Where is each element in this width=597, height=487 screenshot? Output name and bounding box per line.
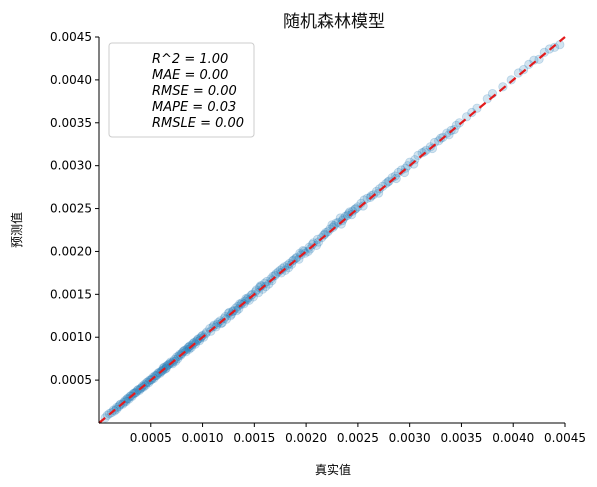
metrics-legend: R^2 = 1.00 MAE = 0.00 RMSE = 0.00 MAPE =… <box>108 42 255 138</box>
data-point <box>260 278 270 288</box>
reference-line <box>98 36 566 424</box>
x-tick-label: 0.0040 <box>492 431 534 445</box>
data-point <box>374 184 385 194</box>
x-tick-label: 0.0015 <box>233 431 275 445</box>
legend-rmsle: RMSLE = 0.00 <box>152 116 244 131</box>
y-tick-label: 0.0020 <box>50 244 92 258</box>
data-point <box>184 342 194 352</box>
data-point <box>383 177 393 187</box>
data-point <box>342 210 353 220</box>
data-point <box>299 246 309 256</box>
data-point <box>165 357 176 367</box>
data-point <box>340 211 351 221</box>
data-point <box>384 176 394 186</box>
y-tick-label: 0.0025 <box>50 202 92 216</box>
y-tick-label: 0.0015 <box>50 287 92 301</box>
data-point <box>425 142 435 152</box>
data-point <box>280 265 290 275</box>
data-point <box>304 242 314 252</box>
data-point <box>185 341 195 351</box>
legend-rmse: RMSE = 0.00 <box>152 84 237 99</box>
data-point <box>323 227 333 237</box>
data-point <box>429 137 440 148</box>
data-point <box>213 317 223 328</box>
y-tick-label: 0.0030 <box>50 159 92 173</box>
data-point <box>454 118 464 128</box>
x-tick-label: 0.0030 <box>389 431 431 445</box>
x-tick-label: 0.0045 <box>544 431 586 445</box>
data-point <box>215 316 225 326</box>
chart-title: 随机森林模型 <box>283 12 385 32</box>
x-axis-label: 真实值 <box>315 462 351 477</box>
data-point <box>183 342 193 353</box>
data-point <box>292 252 302 262</box>
data-point <box>192 335 202 345</box>
x-tick-label: 0.0035 <box>440 431 482 445</box>
data-point <box>171 356 181 366</box>
x-tick-label: 0.0020 <box>285 431 327 445</box>
data-point <box>221 314 231 324</box>
data-point <box>284 258 295 269</box>
y-tick-label: 0.0040 <box>50 73 92 87</box>
data-point <box>243 293 253 303</box>
data-point <box>353 202 363 212</box>
data-point <box>436 133 446 143</box>
y-axis-ticks: 0.0005 0.0010 0.0015 0.0020 0.0025 0.0030 0.00… <box>50 30 99 387</box>
legend-r2: R^2 = 1.00 <box>152 52 228 67</box>
data-point <box>233 301 243 311</box>
x-tick-label: 0.0010 <box>182 431 224 445</box>
data-point <box>282 260 293 270</box>
data-point <box>193 334 203 344</box>
legend-mape: MAPE = 0.03 <box>152 100 236 115</box>
x-tick-label: 0.0005 <box>130 431 172 445</box>
x-axis-ticks: 0.0005 0.0010 0.0015 0.0020 0.0025 0.0030 0.00… <box>130 423 586 445</box>
data-point <box>279 262 289 272</box>
data-point <box>232 305 242 316</box>
data-point <box>209 320 219 330</box>
data-point <box>549 42 560 52</box>
x-tick-label: 0.0025 <box>337 431 379 445</box>
y-tick-label: 0.0035 <box>50 116 92 130</box>
data-point <box>402 161 413 171</box>
data-point <box>261 281 271 292</box>
y-tick-label: 0.0045 <box>50 30 92 44</box>
data-point <box>175 349 185 359</box>
legend-box <box>108 42 255 138</box>
y-tick-label: 0.0005 <box>50 373 92 387</box>
y-axis-label: 预测值 <box>9 212 24 248</box>
data-point <box>391 173 401 184</box>
legend-mae: MAE = 0.00 <box>152 68 228 83</box>
data-point <box>329 221 339 231</box>
data-point <box>159 362 169 372</box>
y-tick-label: 0.0010 <box>50 330 92 344</box>
